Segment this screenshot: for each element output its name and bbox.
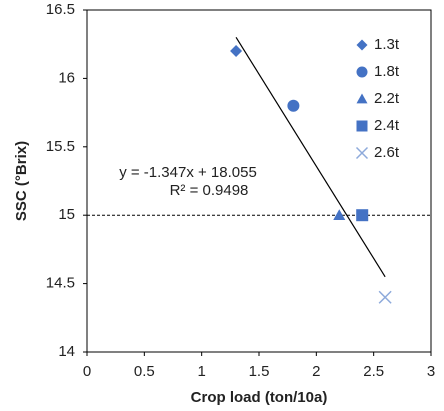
x-tick-label: 2 <box>312 363 320 380</box>
point <box>378 290 392 304</box>
legend-label: 1.8t <box>374 63 400 80</box>
x-tick-label: 1 <box>197 363 205 380</box>
y-tick-label: 14 <box>58 343 75 360</box>
x-tick-label: 0 <box>83 363 91 380</box>
legend-symbol <box>356 93 368 104</box>
trendline <box>235 37 386 278</box>
y-tick-label: 14.5 <box>46 275 75 292</box>
legend-symbol <box>356 39 368 51</box>
x-axis-label: Crop load (ton/10a) <box>191 389 328 406</box>
y-tick-label: 15 <box>58 206 75 223</box>
x-tick-label: 3 <box>427 363 435 380</box>
legend-symbol <box>356 66 368 78</box>
point <box>333 209 346 220</box>
legend-label: 2.4t <box>374 117 400 134</box>
legend-label: 2.6t <box>374 144 400 161</box>
y-tick-label: 16 <box>58 69 75 86</box>
y-axis-label: SSC (°Brix) <box>13 141 30 221</box>
legend-label: 2.2t <box>374 90 400 107</box>
legend-symbol <box>356 120 368 132</box>
legend-label: 1.3t <box>374 36 400 53</box>
y-tick-label: 15.5 <box>46 138 75 155</box>
r-squared: R² = 0.9498 <box>170 182 249 199</box>
x-tick-label: 2.5 <box>363 363 384 380</box>
equation: y = -1.347x + 18.055 <box>119 164 257 181</box>
legend-symbol <box>355 146 369 160</box>
point <box>287 99 300 112</box>
point <box>230 45 243 58</box>
x-tick-label: 1.5 <box>249 363 270 380</box>
x-tick-label: 0.5 <box>134 363 155 380</box>
point <box>356 209 369 222</box>
y-tick-label: 16.5 <box>46 1 75 18</box>
